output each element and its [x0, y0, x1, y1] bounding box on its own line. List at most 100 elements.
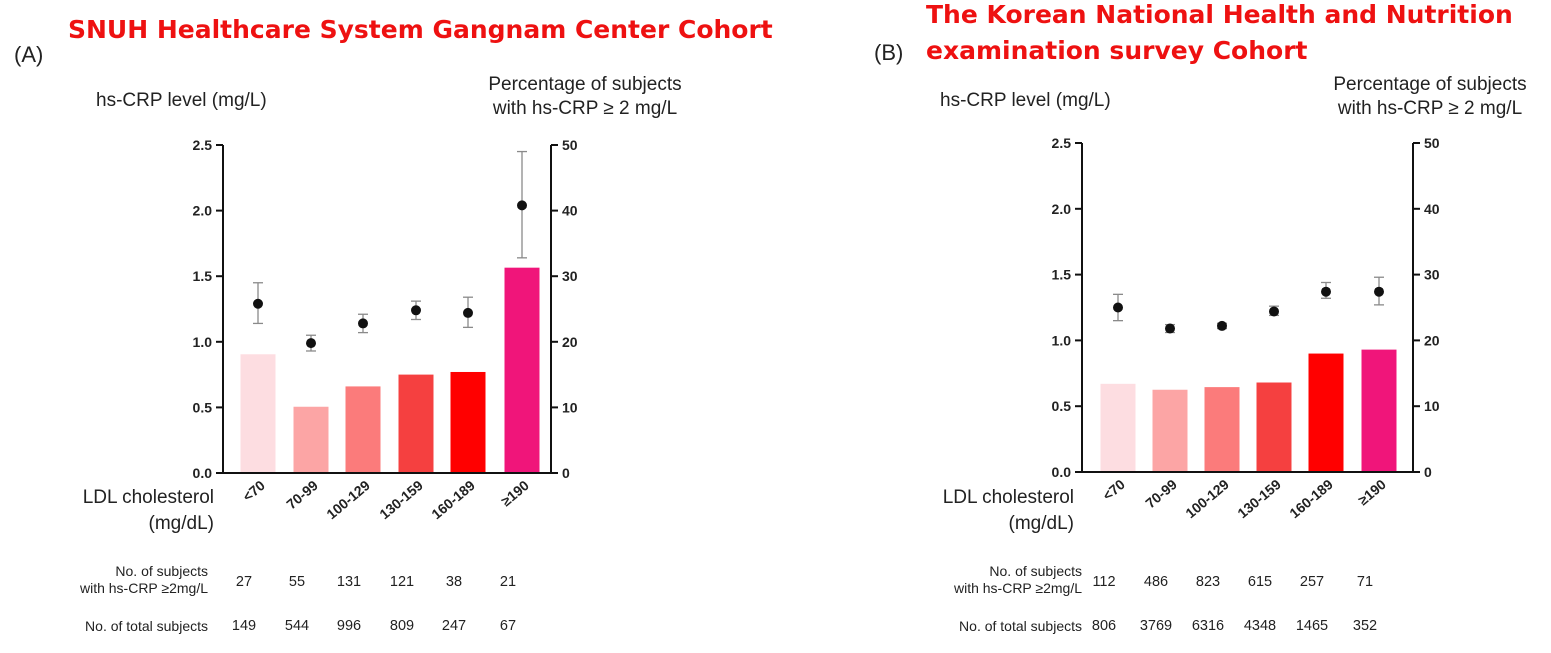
y-left-tick-label: 2.5 — [1052, 135, 1072, 151]
point-4 — [463, 307, 473, 318]
bar-5 — [1361, 349, 1397, 472]
y-right-tick-label: 30 — [1424, 267, 1440, 283]
bar-5 — [504, 267, 540, 473]
y-left-tick-label: 0.0 — [193, 465, 213, 481]
point-3 — [411, 305, 421, 316]
y-axis-left-label: hs-CRP level (mg/L) — [940, 90, 1111, 111]
x-axis-label: LDL cholesterol (mg/dL) — [20, 485, 214, 537]
y-right-tick-label: 0 — [1424, 464, 1432, 480]
bar-0 — [240, 354, 276, 473]
category-label-4: 160-189 — [1286, 476, 1336, 521]
table-cell: 486 — [1143, 574, 1169, 590]
y-right-tick-label: 10 — [1424, 398, 1440, 414]
bar-1 — [293, 406, 329, 473]
y-axis-right-label-line2: with hs-CRP ≥ 2 mg/L — [1337, 98, 1523, 119]
y-left-tick-label: 2.0 — [193, 203, 213, 219]
y-left-tick-label: 0.0 — [1052, 464, 1072, 480]
y-right-tick-label: 50 — [562, 137, 578, 153]
x-axis-label: LDL cholesterol (mg/dL) — [880, 485, 1074, 537]
y-left-tick-label: 2.0 — [1052, 201, 1072, 217]
y-right-tick-label: 50 — [1424, 135, 1440, 151]
table-cell: 38 — [445, 574, 463, 590]
y-axis-right-label: Percentage of subjects with hs-CRP ≥ 2 m… — [1305, 73, 1551, 121]
row-subjects-label: No. of subjects with hs-CRP ≥2mg/L — [0, 563, 208, 597]
y-right-tick-label: 30 — [562, 268, 578, 284]
panel-title-line1: The Korean National Health and Nutrition — [926, 0, 1513, 29]
point-1 — [306, 338, 316, 349]
table-cell: 149 — [231, 618, 257, 634]
y-left-tick-label: 1.0 — [1052, 332, 1072, 348]
point-4 — [1321, 286, 1331, 297]
row-total-label: No. of total subjects — [85, 618, 208, 634]
table-cell: 27 — [235, 574, 253, 590]
category-label-3: 130-159 — [376, 477, 426, 522]
table-cell: 112 — [1092, 574, 1116, 590]
table-cell: 121 — [389, 574, 415, 590]
point-2 — [1217, 320, 1227, 331]
point-3 — [1269, 306, 1279, 317]
category-label-3: 130-159 — [1234, 476, 1284, 521]
y-axis-right-label-line2: with hs-CRP ≥ 2 mg/L — [492, 98, 678, 119]
y-axis-left-label: hs-CRP level (mg/L) — [96, 90, 267, 111]
row-subjects-label-line2: with hs-CRP ≥2mg/L — [953, 580, 1082, 596]
panel-title: SNUH Healthcare System Gangnam Center Co… — [68, 15, 773, 44]
table-cell: 996 — [336, 618, 362, 634]
x-axis-label-line2: (mg/dL) — [148, 513, 214, 534]
panel-b: (B) The Korean National Health and Nutri… — [860, 0, 1551, 653]
point-1 — [1165, 323, 1175, 334]
category-label-5: ≥190 — [498, 477, 532, 509]
table-cell: 4348 — [1243, 618, 1277, 634]
table-cell: 71 — [1356, 574, 1374, 590]
point-5 — [1374, 286, 1384, 297]
y-right-tick-label: 20 — [562, 334, 578, 350]
table-cell: 823 — [1195, 574, 1221, 590]
y-left-tick-label: 1.0 — [193, 334, 213, 350]
chart-a: 0.0 0.5 1.0 1.5 2.0 2.5 0 10 20 30 40 50 <70 70-99 100… — [193, 137, 578, 522]
panel-label: (A) — [14, 42, 44, 67]
chart-b: 0.0 0.5 1.0 1.5 2.0 2.5 0 10 20 30 40 50 <70 70-99 100… — [1052, 135, 1440, 521]
point-0 — [253, 298, 263, 309]
bar-1 — [1152, 389, 1188, 472]
table-cell: 131 — [336, 574, 362, 590]
y-right-tick-label: 40 — [1424, 201, 1440, 217]
table-cell: 806 — [1091, 618, 1117, 634]
table-cell: 1465 — [1295, 618, 1329, 634]
bar-0 — [1100, 383, 1136, 472]
y-right-tick-label: 0 — [562, 465, 570, 481]
table-cell: 257 — [1299, 574, 1325, 590]
category-label-1: 70-99 — [283, 477, 321, 512]
point-0 — [1113, 302, 1123, 313]
table-cell: 55 — [288, 574, 306, 590]
category-label-5: ≥190 — [1355, 476, 1389, 508]
row-subjects-label-line1: No. of subjects — [115, 563, 208, 579]
y-right-tick-label: 20 — [1424, 332, 1440, 348]
y-left-tick-label: 0.5 — [1052, 398, 1072, 414]
bar-4 — [450, 371, 486, 473]
y-right-tick-label: 10 — [562, 399, 578, 415]
bar-3 — [398, 374, 434, 473]
table-cell: 544 — [284, 618, 310, 634]
y-left-tick-label: 2.5 — [193, 137, 213, 153]
table-cell: 3769 — [1139, 618, 1173, 634]
row-subjects-label-line2: with hs-CRP ≥2mg/L — [79, 580, 208, 596]
table-cell: 615 — [1247, 574, 1273, 590]
category-label-4: 160-189 — [428, 477, 478, 522]
category-label-2: 100-129 — [323, 477, 373, 522]
point-5 — [517, 200, 527, 211]
category-label-1: 70-99 — [1142, 476, 1180, 511]
category-label-0: <70 — [1099, 476, 1128, 504]
table-cell: 6316 — [1191, 618, 1225, 634]
y-axis-right-label: Percentage of subjects with hs-CRP ≥ 2 m… — [460, 73, 710, 121]
y-left-tick-label: 0.5 — [193, 399, 213, 415]
panel-label: (B) — [874, 40, 904, 65]
bar-2 — [1204, 387, 1240, 472]
y-right-tick-label: 40 — [562, 203, 578, 219]
panel-title-line2: examination survey Cohort — [926, 36, 1308, 65]
panel-a: (A) SNUH Healthcare System Gangnam Cente… — [0, 0, 775, 653]
panel-title: The Korean National Health and Nutrition… — [926, 0, 1513, 69]
category-label-0: <70 — [239, 477, 268, 505]
category-label-2: 100-129 — [1182, 476, 1232, 521]
x-axis-label-line2: (mg/dL) — [1008, 513, 1074, 534]
table-cell: 247 — [441, 618, 467, 634]
bar-4 — [1308, 353, 1344, 472]
